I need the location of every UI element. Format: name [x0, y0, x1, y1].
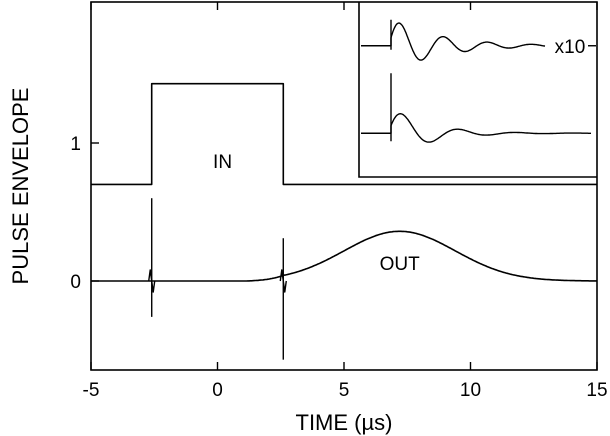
out-trace-line	[91, 230, 597, 282]
y-tick-label: 0	[70, 272, 81, 293]
x-tick-label: 10	[460, 380, 481, 401]
x-tick-label: 0	[212, 380, 223, 401]
main-plot-area: -5 0 5 10 15 0 1	[70, 1, 608, 401]
out-trace-ringing	[148, 269, 156, 293]
inset-plot: x10	[358, 2, 597, 178]
inset-frame	[358, 2, 597, 178]
x-tick-label: 5	[339, 380, 350, 401]
x-tick-label: 15	[586, 380, 607, 401]
in-trace-label: IN	[213, 152, 232, 173]
x-tick-label: -5	[83, 380, 100, 401]
inset-trace-x10	[361, 22, 546, 61]
plot-frame	[90, 1, 598, 371]
x-axis-label: TIME (µs)	[296, 410, 393, 435]
inset-trace-raw	[361, 113, 591, 143]
y-axis-label: PULSE ENVELOPE	[8, 88, 33, 285]
y-tick-label: 1	[70, 134, 81, 155]
in-trace-line	[91, 82, 597, 186]
out-trace-ringing	[279, 269, 287, 293]
inset-scale-label: x10	[555, 37, 586, 58]
out-trace-label: OUT	[380, 254, 421, 275]
